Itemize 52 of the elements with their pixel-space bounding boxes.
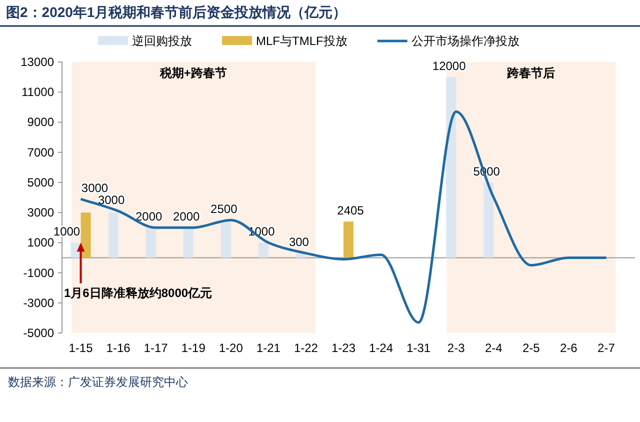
data-label: 3000 [81,181,108,196]
data-label: 2405 [337,204,364,218]
bar [80,212,91,258]
x-tick-label: 1-24 [369,341,394,355]
x-tick-label: 2-6 [560,341,578,355]
legend-label: 逆回购投放 [132,34,192,48]
x-tick-label: 1-15 [68,341,94,355]
y-tick-label: 13000 [20,55,54,69]
x-tick-label: 1-23 [331,341,356,355]
x-tick-label: 1-16 [106,341,131,355]
x-tick-label: 1-20 [218,341,244,355]
bar [108,212,118,258]
annotation: 1月6日降准释放约8000亿元 [64,242,212,300]
bar [258,242,268,258]
source-note: 数据来源：广发证券发展研究中心 [8,375,188,389]
y-tick-label: -3000 [23,296,54,310]
y-tick-label: 7000 [27,145,54,160]
data-label: 2500 [210,202,238,216]
chart-title: 图2：2020年1月税期和春节前后资金投放情况（亿元） [6,4,347,20]
bar [446,77,456,258]
bar [484,182,494,258]
data-label: 300 [288,235,310,250]
legend-label: MLF与TMLF投放 [256,34,348,48]
data-label: 3000 [98,193,125,208]
x-tick-label: 1-22 [294,341,318,355]
bar [220,220,231,258]
y-tick-label: 9000 [27,115,54,130]
data-label: 2000 [135,210,163,224]
bar [183,228,194,258]
annotation: 1月6日降准释放约8000亿元 [64,286,212,300]
legend-label: 公开市场操作净投放 [411,34,520,48]
x-tick-label: 1-31 [406,341,431,355]
data-label: 1000 [53,224,80,239]
x-tick-label: 2-7 [598,341,616,355]
x-tick-label: 1-17 [144,341,168,355]
x-tick-label: 2-3 [447,341,466,355]
y-tick-label: 1000 [27,236,54,250]
bar [146,228,156,258]
y-tick-label: -5000 [23,326,54,340]
y-tick-label: 5000 [27,175,54,190]
x-tick-label: 1-21 [256,341,281,355]
bar [344,222,354,258]
y-tick-label: 11000 [22,85,54,100]
x-tick-label: 1-19 [181,341,206,355]
x-tick-label: 2-4 [484,341,503,355]
y-tick-label: -1000 [23,266,54,280]
band-label: 税期+跨春节 [158,66,227,80]
x-tick-label: 2-5 [522,341,540,355]
data-label: 2000 [173,210,200,224]
data-label: 12000 [432,59,466,74]
y-tick-label: 3000 [27,206,54,220]
band-label: 跨春节后 [506,66,556,80]
